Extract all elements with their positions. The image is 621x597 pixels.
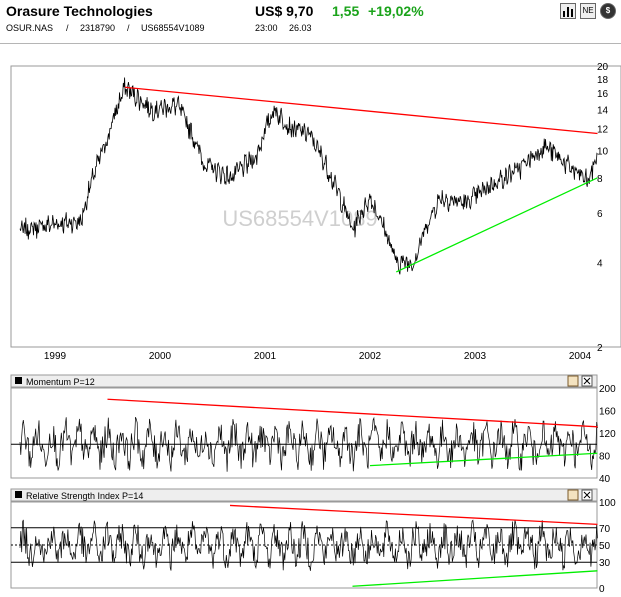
close-icon [583,377,591,385]
price-panel-frame [10,65,621,348]
momentum-y-tick-label: 200 [599,384,616,395]
rsi-title-bar [10,488,598,502]
rsi-y-tick-label: 100 [599,498,616,509]
ticker-symbol: OSUR.NAS [6,23,54,33]
separator: / [66,23,69,33]
rsi-y-tick-label: 30 [599,558,611,569]
separator: / [127,23,130,33]
momentum-title: Momentum P=12 [26,377,95,387]
header-divider [0,43,621,44]
price-y-tick-label: 4 [597,258,603,269]
momentum-settings-button[interactable] [567,375,579,387]
currency-button[interactable]: $ [600,3,616,19]
price-change-percent: +19,02% [368,3,424,19]
momentum-y-tick-label: 160 [599,407,616,418]
price-y-tick-label: 16 [597,89,609,100]
momentum-panel-frame [10,387,598,479]
rsi-y-tick-label: 0 [599,584,605,595]
price-x-tick-label: 2003 [464,351,487,362]
momentum-title-bar [10,374,598,388]
security-number: 2318790 [80,23,116,33]
momentum-y-tick-label: 120 [599,429,616,440]
quote-time: 23:00 [255,23,278,33]
price-y-tick-label: 8 [597,174,603,185]
momentum-legend-swatch [15,377,22,384]
price-y-tick-label: 6 [597,209,603,220]
momentum-support-trendline [369,452,598,467]
price-change: 1,55 [332,3,360,19]
rsi-y-tick-label: 70 [599,524,611,535]
price-x-tick-label: 2000 [149,351,172,362]
momentum-series-line [19,416,598,472]
price-x-tick-label: 2002 [359,351,382,362]
price-y-tick-label: 14 [597,106,609,117]
price-y-tick-label: 10 [597,147,609,158]
price-y-tick-label: 2 [597,343,603,354]
price-series-line [19,77,598,275]
price-y-tick-label: 18 [597,75,609,86]
price-y-tick-label: 12 [597,124,609,135]
news-icon: NE [582,6,594,15]
rsi-series-line [19,519,598,571]
rsi-y-tick-label: 50 [599,541,611,552]
quote-date: 26.03 [289,23,312,33]
rsi-settings-button[interactable] [567,489,579,501]
rsi-legend-swatch [15,491,22,498]
resistance-trendline [124,86,598,135]
price-x-tick-label: 1999 [44,351,67,362]
momentum-y-tick-label: 80 [599,452,611,463]
quote-header: Orasure Technologies US$ 9,70 1,55 +19,0… [0,0,621,40]
bar-chart-icon [563,7,573,17]
isin-code: US68554V1089 [141,23,205,33]
support-trendline [395,177,598,273]
momentum-y-tick-label: 40 [599,474,611,485]
close-icon [583,491,591,499]
currency-icon: $ [605,6,611,15]
rsi-resistance-trendline [229,504,598,526]
rsi-title: Relative Strength Index P=14 [26,491,143,501]
price-x-tick-label: 2004 [569,351,592,362]
rsi-support-trendline [352,570,598,587]
momentum-resistance-trendline [107,398,598,428]
bar-chart-button[interactable] [560,3,576,19]
company-name: Orasure Technologies [6,3,153,19]
price-x-tick-label: 2001 [254,351,277,362]
news-button[interactable]: NE [580,3,596,19]
price-y-tick-label: 20 [597,62,609,73]
last-price: US$ 9,70 [255,3,314,19]
